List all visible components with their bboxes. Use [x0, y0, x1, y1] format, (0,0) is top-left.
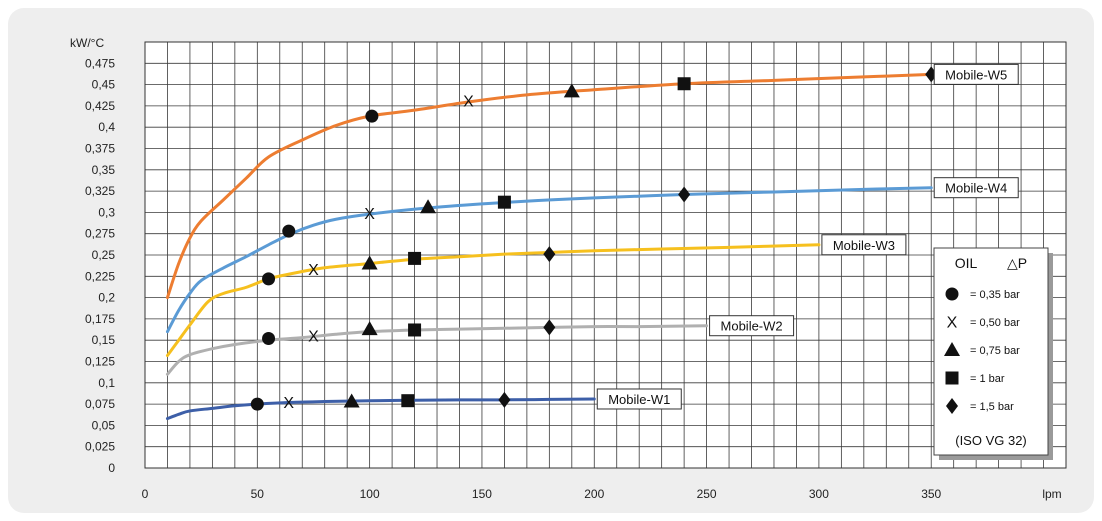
y-tick-label: 0,35 [92, 163, 116, 177]
marker-x: X [308, 262, 319, 279]
legend: OIL △P = 0,35 bar X = 0,50 bar = 0,75 bar = 1 … [933, 247, 1053, 460]
marker-diamond [543, 319, 556, 336]
series-line [165, 243, 821, 358]
marker-square [945, 371, 959, 385]
marker-triangle [563, 83, 580, 98]
y-axis-label: kW/°C [70, 36, 104, 50]
series-label-box [596, 388, 682, 410]
y-tick-label: 0,45 [92, 78, 116, 92]
y-tick-label: 0,175 [85, 312, 115, 326]
y-tick-label: 0,15 [92, 333, 116, 347]
marker-x: X [308, 328, 319, 345]
y-tick-label: 0,3 [98, 205, 115, 219]
y-tick-label: 0,05 [92, 418, 116, 432]
x-tick-label: 300 [809, 487, 829, 501]
marker-triangle [361, 255, 378, 270]
y-tick-label: 0,325 [85, 184, 115, 198]
marker-square [408, 323, 422, 337]
series-label: Mobile-W1 [608, 392, 670, 407]
x-tick-label: 350 [921, 487, 941, 501]
marker-triangle [944, 342, 960, 356]
marker-triangle [343, 393, 360, 408]
x-tick-label: 50 [251, 487, 265, 501]
y-tick-label: 0,1 [98, 376, 115, 390]
series-label-box [709, 315, 795, 337]
marker-square [677, 77, 691, 91]
marker-x: X [947, 315, 958, 332]
legend-footer: (ISO VG 32) [955, 433, 1027, 448]
legend-entry-label: = 0,35 bar [970, 289, 1020, 301]
marker-diamond [498, 391, 511, 408]
marker-circle [282, 224, 296, 238]
series-label: Mobile-W5 [945, 67, 1007, 82]
marker-x: X [364, 206, 375, 223]
series-label-box [933, 177, 1019, 199]
y-tick-label: 0,375 [85, 142, 115, 156]
marker-circle [262, 272, 276, 286]
x-tick-label: 150 [472, 487, 492, 501]
marker-x: X [283, 395, 294, 412]
marker-diamond [543, 246, 556, 263]
series-label-box [821, 234, 907, 256]
legend-entry-label: = 0,50 bar [970, 317, 1020, 329]
series-label: Mobile-W3 [833, 238, 895, 253]
legend-entry-label: = 0,75 bar [970, 345, 1020, 357]
marker-square [408, 251, 422, 265]
x-tick-label: 250 [697, 487, 717, 501]
legend-entry-label: = 1 bar [970, 373, 1005, 385]
marker-circle [250, 397, 264, 411]
y-tick-label: 0,475 [85, 56, 115, 70]
y-tick-label: 0,2 [98, 291, 115, 305]
marker-circle [945, 287, 959, 301]
legend-entry-label: = 1,5 bar [970, 401, 1014, 413]
axes: 0 0,025 0,05 0,075 0,1 0,125 0,15 0,175 0,2 0,225… [70, 36, 1062, 501]
marker-diamond [678, 186, 691, 203]
series-line [165, 324, 709, 376]
plot-border [144, 41, 1067, 469]
marker-square [497, 195, 511, 209]
y-tick-label: 0,275 [85, 227, 115, 241]
x-tick-label: 0 [142, 487, 149, 501]
marker-diamond [946, 398, 958, 414]
y-tick-label: 0,225 [85, 269, 115, 283]
y-tick-label: 0,425 [85, 99, 115, 113]
series-line [165, 186, 933, 334]
marker-x: X [463, 93, 474, 110]
marker-triangle [361, 321, 378, 336]
y-tick-label: 0,125 [85, 355, 115, 369]
series-label: Mobile-W4 [945, 181, 1007, 196]
marker-triangle [420, 199, 437, 214]
x-axis-label: lpm [1042, 487, 1061, 501]
y-tick-label: 0,25 [92, 248, 116, 262]
marker-circle [365, 109, 379, 123]
legend-title-right: △P [1007, 255, 1027, 271]
marker-circle [262, 331, 276, 345]
x-tick-label: 200 [584, 487, 604, 501]
x-tick-label: 100 [360, 487, 380, 501]
y-tick-label: 0,075 [85, 397, 115, 411]
y-tick-label: 0,025 [85, 440, 115, 454]
y-tick-label: 0 [108, 461, 115, 475]
series-label: Mobile-W2 [721, 319, 783, 334]
series-label-box [933, 63, 1019, 85]
series-lines: X Mobile-W1 X Mobile-W2 X Mobile-W3 X Mobile-W4… [165, 63, 1019, 421]
legend-title: OIL [955, 255, 978, 271]
marker-square [401, 394, 415, 408]
y-tick-label: 0,4 [98, 120, 115, 134]
